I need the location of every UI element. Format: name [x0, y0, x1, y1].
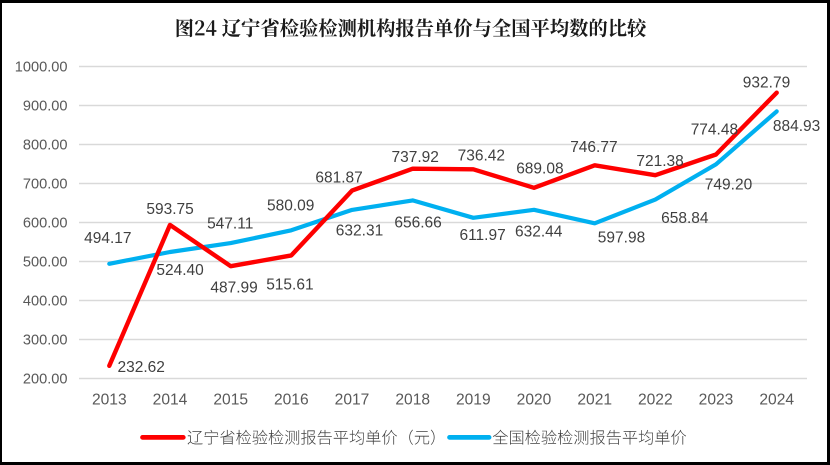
svg-text:232.62: 232.62	[117, 359, 164, 376]
svg-text:200.00: 200.00	[23, 372, 68, 388]
svg-text:2018: 2018	[395, 392, 430, 409]
svg-text:900.00: 900.00	[23, 99, 68, 115]
svg-text:2015: 2015	[213, 392, 248, 409]
svg-text:1000.00: 1000.00	[15, 60, 68, 76]
svg-text:597.98: 597.98	[598, 229, 645, 246]
svg-text:500.00: 500.00	[23, 255, 68, 271]
svg-text:884.93: 884.93	[773, 118, 820, 135]
svg-text:524.40: 524.40	[156, 262, 204, 279]
svg-text:632.44: 632.44	[515, 223, 563, 240]
svg-text:2014: 2014	[153, 392, 188, 409]
svg-text:2020: 2020	[517, 392, 552, 409]
svg-text:2024: 2024	[759, 392, 794, 409]
svg-text:2019: 2019	[456, 392, 491, 409]
svg-text:700.00: 700.00	[23, 177, 68, 193]
svg-text:2021: 2021	[577, 392, 612, 409]
svg-text:600.00: 600.00	[23, 216, 68, 232]
svg-text:300.00: 300.00	[23, 333, 68, 349]
svg-text:2023: 2023	[699, 392, 734, 409]
svg-text:632.31: 632.31	[336, 223, 383, 240]
svg-text:658.84: 658.84	[661, 210, 709, 227]
svg-text:487.99: 487.99	[210, 279, 257, 296]
svg-text:2013: 2013	[92, 392, 127, 409]
svg-text:400.00: 400.00	[23, 294, 68, 310]
svg-text:721.38: 721.38	[636, 153, 683, 170]
svg-text:2022: 2022	[638, 392, 673, 409]
svg-text:689.08: 689.08	[516, 160, 563, 177]
svg-text:611.97: 611.97	[459, 227, 505, 244]
svg-text:800.00: 800.00	[23, 138, 68, 154]
svg-text:2016: 2016	[274, 392, 309, 409]
svg-text:656.66: 656.66	[394, 214, 441, 231]
svg-text:746.77: 746.77	[570, 139, 617, 156]
svg-text:593.75: 593.75	[146, 201, 193, 218]
svg-text:515.61: 515.61	[266, 277, 313, 294]
svg-text:749.20: 749.20	[705, 176, 753, 193]
svg-text:681.87: 681.87	[315, 170, 362, 187]
svg-text:2017: 2017	[335, 392, 370, 409]
svg-text:547.11: 547.11	[207, 216, 253, 233]
svg-text:494.17: 494.17	[84, 230, 131, 247]
svg-text:736.42: 736.42	[458, 147, 505, 164]
svg-text:737.92: 737.92	[391, 149, 438, 166]
svg-text:774.48: 774.48	[691, 121, 738, 138]
svg-text:580.09: 580.09	[267, 198, 314, 215]
svg-text:932.79: 932.79	[743, 74, 790, 91]
